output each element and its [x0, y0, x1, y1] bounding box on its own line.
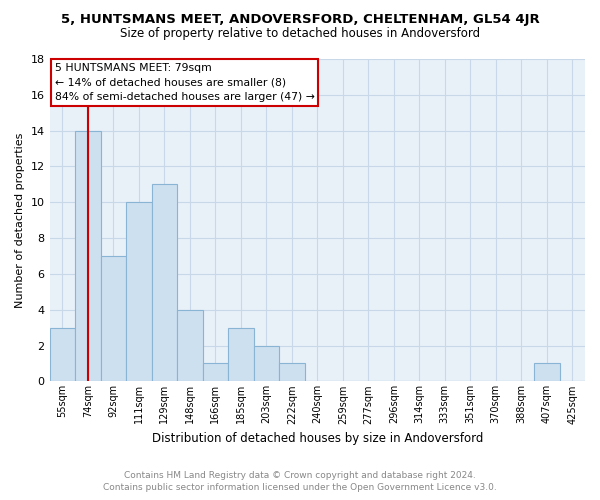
X-axis label: Distribution of detached houses by size in Andoversford: Distribution of detached houses by size …: [152, 432, 483, 445]
Text: Size of property relative to detached houses in Andoversford: Size of property relative to detached ho…: [120, 28, 480, 40]
Text: 5, HUNTSMANS MEET, ANDOVERSFORD, CHELTENHAM, GL54 4JR: 5, HUNTSMANS MEET, ANDOVERSFORD, CHELTEN…: [61, 12, 539, 26]
Bar: [50, 328, 75, 382]
Bar: [228, 328, 254, 382]
Y-axis label: Number of detached properties: Number of detached properties: [15, 132, 25, 308]
Bar: [126, 202, 152, 382]
Text: 5 HUNTSMANS MEET: 79sqm
← 14% of detached houses are smaller (8)
84% of semi-det: 5 HUNTSMANS MEET: 79sqm ← 14% of detache…: [55, 62, 314, 102]
Bar: [152, 184, 177, 382]
Bar: [279, 364, 305, 382]
Bar: [75, 130, 101, 382]
Bar: [177, 310, 203, 382]
Text: Contains HM Land Registry data © Crown copyright and database right 2024.
Contai: Contains HM Land Registry data © Crown c…: [103, 471, 497, 492]
Bar: [101, 256, 126, 382]
Bar: [254, 346, 279, 382]
Bar: [534, 364, 560, 382]
Bar: [203, 364, 228, 382]
